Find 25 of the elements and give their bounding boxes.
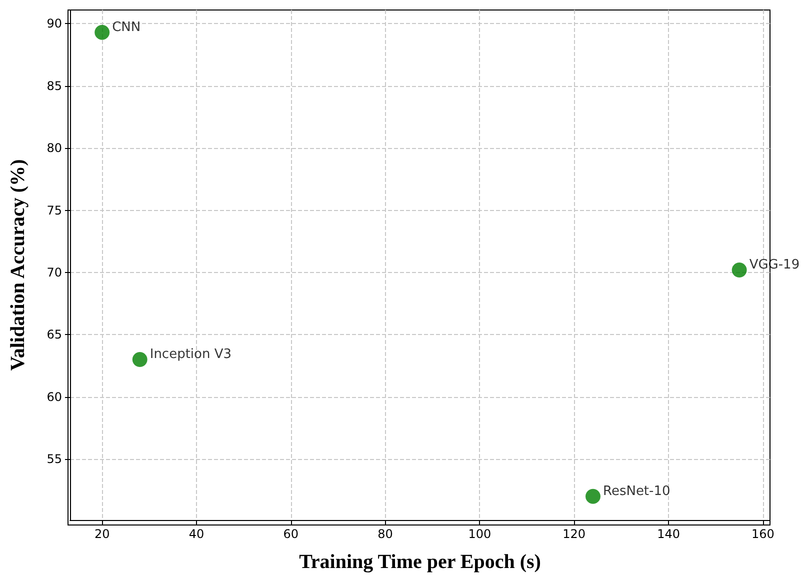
annotation: Inception V3: [150, 347, 232, 362]
y-tick-label: 70: [46, 265, 62, 280]
x-axis-title: Training Time per Epoch (s): [299, 551, 541, 573]
y-axis-title: Validation Accuracy (%): [7, 159, 29, 371]
y-tick-label: 55: [46, 452, 62, 466]
x-tick-label: 80: [378, 527, 393, 541]
x-tick-label: 60: [283, 527, 299, 541]
y-tick-label: 65: [46, 328, 62, 342]
x-tick-label: 40: [188, 527, 204, 541]
point: [586, 488, 600, 504]
annotation: CNN: [112, 20, 141, 35]
y-tick-label: 60: [46, 390, 62, 404]
x-tick-label: 20: [94, 527, 110, 541]
point: [732, 262, 747, 278]
y-tick-label: 85: [46, 78, 62, 93]
x-tick-label: 100: [468, 527, 492, 541]
x-tick-label: 140: [657, 527, 680, 541]
x-tick-label: 160: [751, 527, 774, 541]
annotation: ResNet-10: [602, 484, 670, 499]
y-tick-label: 90: [46, 16, 62, 31]
x-tick-label: 120: [562, 527, 586, 541]
point: [132, 352, 148, 368]
y-tick-label: 80: [46, 141, 62, 156]
y-tick-label: 75: [46, 203, 62, 218]
point: [94, 24, 110, 40]
